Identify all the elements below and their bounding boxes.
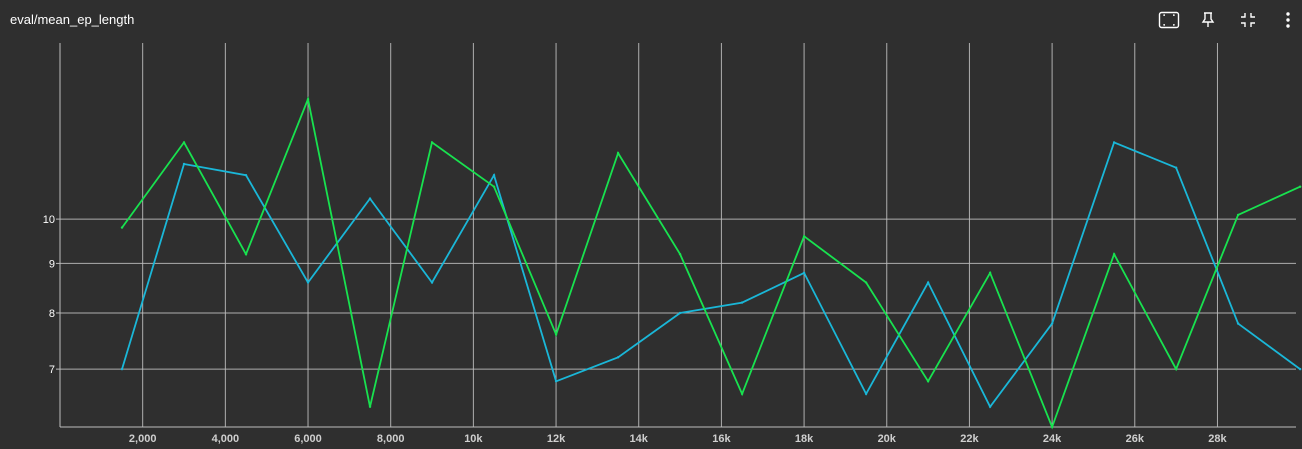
series-layer	[120, 96, 1302, 430]
x-tick-label: 14k	[630, 433, 649, 445]
x-tick-label: 22k	[960, 433, 979, 445]
fit-domain-button[interactable]	[1157, 8, 1181, 32]
data-point-run-green	[1050, 425, 1054, 429]
data-point-run-blue	[1236, 322, 1240, 325]
data-point-run-blue	[678, 311, 682, 315]
x-tick-label: 10k	[464, 433, 483, 445]
data-point-run-blue	[554, 380, 558, 383]
data-point-run-green	[616, 151, 620, 155]
x-tick-label: 26k	[1126, 433, 1145, 445]
data-point-run-green	[864, 281, 868, 284]
pin-button[interactable]	[1196, 8, 1220, 32]
data-point-run-green	[1112, 252, 1116, 256]
collapse-button[interactable]	[1236, 8, 1260, 32]
data-point-run-blue	[182, 162, 186, 166]
tick-layer: 2,000 4,000 6,000 8,000 10k 12k 14k 16k 18k 20k 22…	[43, 214, 1228, 445]
chart-title: eval/mean_ep_length	[10, 12, 135, 27]
y-tick-label: 10	[43, 214, 55, 226]
data-point-run-green	[1174, 367, 1178, 371]
data-point-run-green	[1298, 185, 1302, 188]
y-tick-label: 9	[49, 258, 55, 270]
more-menu-button[interactable]	[1276, 8, 1300, 32]
grid-layer	[56, 43, 1296, 428]
data-point-run-green	[306, 97, 310, 101]
data-point-run-green	[492, 185, 496, 188]
fit-domain-icon	[1158, 11, 1180, 29]
data-point-run-green	[120, 226, 124, 229]
data-point-run-blue	[864, 392, 868, 396]
data-point-run-green	[430, 141, 434, 144]
data-point-run-blue	[430, 281, 434, 284]
x-tick-label: 12k	[547, 433, 566, 445]
data-point-run-green	[678, 252, 682, 256]
data-point-run-blue	[740, 301, 744, 304]
data-point-run-green	[554, 333, 558, 336]
data-point-run-blue	[1298, 367, 1302, 371]
data-point-run-green	[988, 271, 992, 275]
x-tick-label: 20k	[878, 433, 897, 445]
x-tick-label: 16k	[712, 433, 731, 445]
data-point-run-blue	[244, 174, 248, 177]
x-tick-label: 2,000	[129, 433, 157, 445]
x-tick-label: 24k	[1043, 433, 1062, 445]
x-tick-label: 6,000	[294, 433, 322, 445]
x-tick-label: 8,000	[377, 433, 405, 445]
data-point-run-green	[368, 405, 372, 409]
data-point-run-blue	[1174, 166, 1178, 169]
series-line-run-blue[interactable]	[121, 141, 1301, 409]
data-point-run-green	[182, 141, 186, 144]
x-tick-label: 28k	[1208, 433, 1227, 445]
data-point-run-green	[926, 380, 930, 383]
data-point-run-blue	[988, 405, 992, 409]
x-tick-label: 18k	[795, 433, 814, 445]
data-point-run-blue	[368, 197, 372, 200]
data-point-run-blue	[926, 281, 930, 284]
data-point-run-blue	[1112, 141, 1116, 144]
data-point-run-blue	[802, 271, 806, 275]
series-line-run-green[interactable]	[121, 96, 1301, 430]
data-point-run-green	[802, 235, 806, 238]
y-tick-label: 7	[49, 364, 55, 376]
data-point-run-blue	[492, 174, 496, 177]
collapse-icon	[1241, 13, 1255, 27]
y-tick-label: 8	[49, 308, 55, 320]
data-point-run-green	[244, 252, 248, 256]
data-point-run-blue	[1050, 322, 1054, 325]
data-point-run-blue	[120, 367, 124, 371]
data-point-run-green	[740, 392, 744, 396]
data-point-run-blue	[616, 356, 620, 359]
pin-icon	[1201, 12, 1215, 27]
data-point-run-blue	[306, 281, 310, 284]
data-point-run-green	[1236, 213, 1240, 217]
x-tick-label: 4,000	[212, 433, 240, 445]
more-vert-icon	[1286, 12, 1290, 28]
